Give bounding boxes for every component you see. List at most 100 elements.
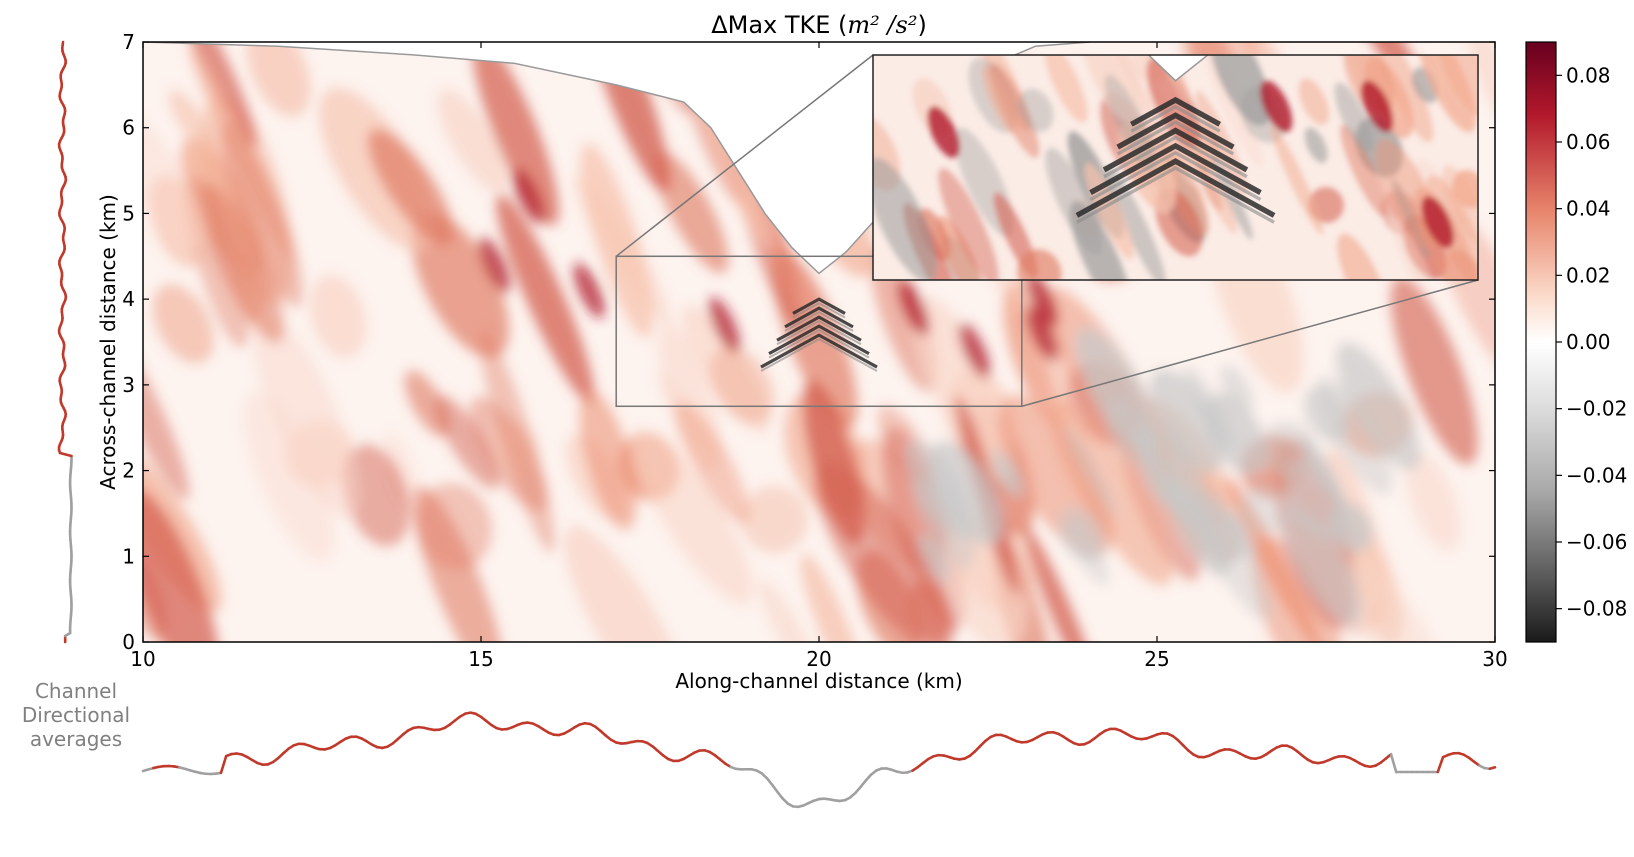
average-segment <box>765 777 774 787</box>
chevron-ridge-shade <box>776 320 862 346</box>
inset-streak <box>1044 55 1088 123</box>
inset-streak <box>938 168 999 280</box>
inset-streak <box>1304 127 1328 163</box>
inset-streak <box>1017 88 1054 132</box>
chevron-ridge-shade <box>768 329 870 359</box>
field-negative-patch <box>1159 419 1206 495</box>
field-streak <box>632 429 754 605</box>
inset-streak <box>1017 249 1062 280</box>
field-hotspot <box>1026 305 1058 361</box>
inset-hotspot <box>1421 196 1454 249</box>
heatmap-ridges <box>760 297 878 372</box>
average-segment <box>770 783 779 794</box>
chevron-ridge <box>1116 112 1235 150</box>
field-streak <box>143 98 208 249</box>
averages-label-line3: averages <box>30 727 122 751</box>
chevron-ridge <box>760 333 878 369</box>
y-tick-label: 6 <box>122 116 135 140</box>
x-axis-label: Along-channel distance (km) <box>675 669 962 693</box>
field-negative-patch <box>1187 487 1243 564</box>
field-hotspot <box>1026 271 1058 327</box>
field-streak <box>244 392 335 561</box>
field-hotspot <box>478 237 511 293</box>
field-streak <box>573 174 671 324</box>
chevron-ridge-shade <box>792 302 846 319</box>
field-hotspot <box>512 168 544 224</box>
channel-averages: Channel Directional averages <box>22 40 1497 809</box>
field-hotspot <box>573 263 605 319</box>
field-hotspot <box>708 297 740 353</box>
chevron-ridge <box>1102 127 1249 173</box>
x-tick-label: 20 <box>806 647 831 671</box>
chart-title: ΔMax TKE (m² /s²) <box>711 11 927 39</box>
colorbar-tick-label: −0.04 <box>1566 463 1627 487</box>
inset-ridges <box>1075 96 1276 224</box>
field-negative-patch <box>928 441 1004 546</box>
colorbar-tick-label: 0.02 <box>1566 263 1611 287</box>
inset-hotspot <box>1361 80 1394 133</box>
field-streak <box>1345 558 1457 642</box>
field-streak <box>200 184 284 344</box>
colorbar-tick-label: −0.06 <box>1566 530 1627 554</box>
field-streak <box>152 284 214 364</box>
field-streak <box>758 579 827 642</box>
chevron-ridge-shade <box>1089 150 1262 201</box>
colorbar-tick-label: −0.08 <box>1566 597 1627 621</box>
field-negative-patch <box>1183 367 1235 451</box>
field-negative-patch <box>1105 398 1159 468</box>
inset-streak <box>1101 55 1160 134</box>
chevron-ridge <box>1129 96 1222 127</box>
field-negative-patch <box>918 534 951 582</box>
average-segment <box>776 790 784 800</box>
field-streak <box>411 212 510 358</box>
inset-streak <box>1441 250 1478 280</box>
field-streak <box>690 90 771 248</box>
inset-coastline <box>1147 55 1209 82</box>
chevron-ridge-shade <box>1130 104 1221 133</box>
inset-streak <box>1045 147 1103 255</box>
inset-streak <box>1270 125 1324 235</box>
field-streak <box>434 394 500 489</box>
y-axis-label: Across-channel distance (km) <box>96 194 120 490</box>
field-streak <box>709 346 775 424</box>
inset-hotspot <box>927 106 960 159</box>
field-negative-patch <box>1238 483 1290 535</box>
chevron-ridge-shade <box>1116 120 1235 156</box>
field-streak <box>583 42 670 193</box>
field-streak <box>496 194 595 404</box>
across-channel-average-profile <box>57 40 73 644</box>
inset-streak <box>1298 78 1330 125</box>
field-streak <box>220 121 304 308</box>
chevron-ridge-shade <box>1103 135 1248 179</box>
x-tick-label: 25 <box>1144 647 1169 671</box>
field-negative-patch <box>1281 505 1363 628</box>
field-streak <box>254 314 359 519</box>
y-tick-label: 4 <box>122 287 135 311</box>
title-close: ) <box>917 11 926 39</box>
field-negative-patch <box>1303 386 1351 443</box>
inset-streak <box>1442 165 1478 244</box>
x-tick-label: 10 <box>130 647 155 671</box>
field-streak <box>309 274 367 358</box>
y-tick-label: 1 <box>122 544 135 568</box>
y-tick-label: 0 <box>122 630 135 654</box>
inset-streak <box>1416 55 1477 133</box>
field-streak <box>675 401 750 524</box>
inset-connector-bottom <box>1021 279 1479 408</box>
inset-streak <box>937 215 984 280</box>
average-segment <box>58 451 73 458</box>
average-segment <box>1389 752 1398 774</box>
field-hotspot <box>958 323 991 379</box>
field-streak <box>178 42 257 147</box>
field-hotspot <box>898 280 930 336</box>
field-streak <box>1466 42 1495 120</box>
field-streak <box>579 390 637 530</box>
inset-streak <box>1337 233 1387 280</box>
inset-streak <box>1437 55 1478 118</box>
inset-streak <box>982 66 1019 136</box>
chevron-ridge-shade <box>784 311 854 332</box>
colorbar-tick-label: 0.06 <box>1566 130 1611 154</box>
colorbar-tick-label: 0.04 <box>1566 197 1611 221</box>
field-negative-patch <box>1328 502 1373 553</box>
